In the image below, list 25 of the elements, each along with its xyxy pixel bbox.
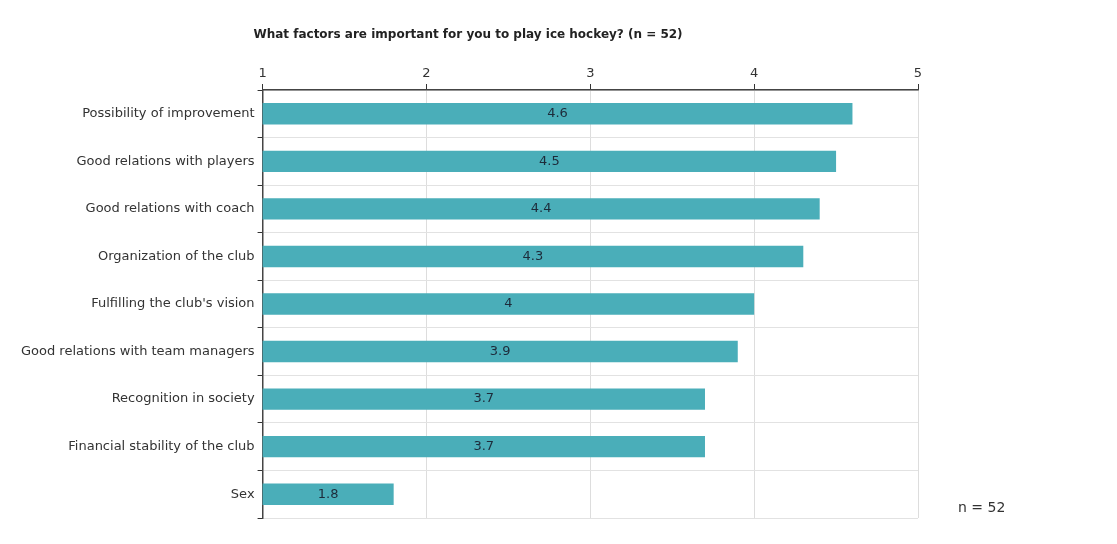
y-tick-label: Fulfilling the club's vision <box>91 295 255 311</box>
data-label: 3.9 <box>489 342 511 358</box>
y-tick-label: Recognition in society <box>111 390 255 406</box>
x-tick-label: 2 <box>422 64 431 80</box>
data-label: 4.6 <box>547 105 568 121</box>
y-tick-label: Good relations with team managers <box>20 342 255 358</box>
y-tick-label: Organization of the club <box>97 247 255 263</box>
y-tick-label: Good relations with players <box>76 152 255 168</box>
data-label: 3.7 <box>473 438 495 454</box>
text: n = 52 <box>958 498 1006 515</box>
x-tick-label: 1 <box>258 64 267 80</box>
x-tick-label: 4 <box>750 64 759 80</box>
chart-title: What factors are important for you to play ice hockey? (n = 52) <box>253 27 683 42</box>
data-label: 3.7 <box>473 390 495 406</box>
data-label: 4.3 <box>522 247 544 263</box>
y-tick-label: Good relations with coach <box>85 200 255 216</box>
data-label: 4 <box>504 295 513 311</box>
x-tick-label: 5 <box>913 64 923 80</box>
y-tick-label: Sex <box>230 485 255 501</box>
y-tick-label: Possibility of improvement <box>82 105 255 121</box>
x-tick-label: 3 <box>586 64 595 80</box>
data-label: 4.5 <box>538 152 560 168</box>
y-tick-label: Financial stability of the club <box>68 438 255 454</box>
data-label: 4.4 <box>530 200 552 216</box>
data-label: 1.8 <box>317 485 339 501</box>
